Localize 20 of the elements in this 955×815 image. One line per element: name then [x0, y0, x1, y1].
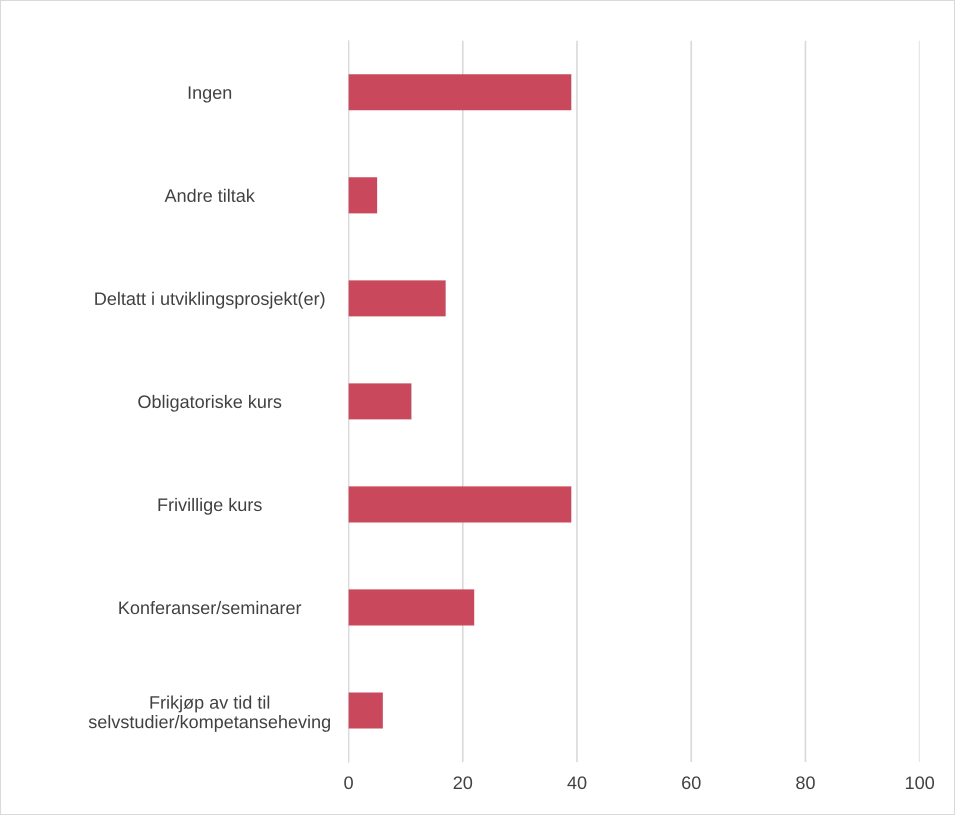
y-tick-label: Frivillige kurs	[158, 498, 262, 515]
bar	[348, 589, 474, 626]
x-tick-label: 60	[682, 776, 701, 790]
y-tick-label: Deltatt i utviklingsprosjekt(er)	[95, 292, 324, 309]
x-tick-label: 40	[567, 776, 586, 790]
bar	[348, 280, 446, 316]
y-tick-label: Ingen	[188, 86, 232, 103]
bar	[348, 692, 383, 729]
x-tick-label: 0	[344, 776, 353, 790]
bar	[348, 74, 572, 110]
bar	[348, 383, 412, 420]
y-tick-label: Frikjøp av tid til selvstudier/kompetanseheving	[88, 696, 330, 732]
y-tick-label: Obligatoriske kurs	[138, 394, 282, 412]
x-tick-label: 80	[796, 776, 815, 790]
y-tick-label: Konferanser/seminarer	[119, 600, 302, 614]
bar	[348, 177, 378, 214]
y-tick-label: Andre tiltak	[164, 188, 255, 202]
x-tick-label: 20	[454, 776, 472, 790]
x-tick-label: 100	[906, 776, 934, 790]
bar	[348, 486, 572, 522]
